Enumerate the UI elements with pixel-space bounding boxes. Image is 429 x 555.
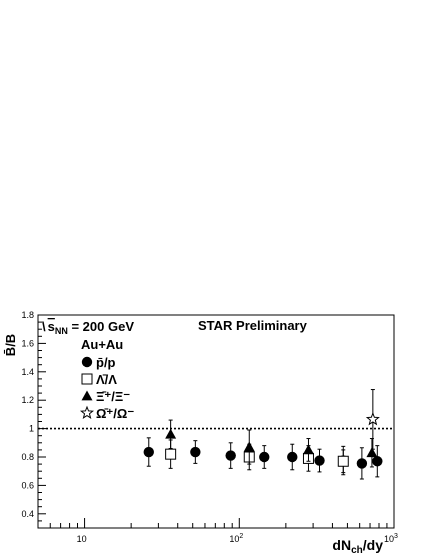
data-point-circle <box>372 456 383 467</box>
x-tick-label: 103 <box>384 533 398 544</box>
data-point-circle <box>287 451 298 463</box>
data-point-circle <box>259 451 270 463</box>
data-point-triangle <box>81 390 93 401</box>
x-axis-title: dNch/dy <box>332 537 383 555</box>
legend-label: Ω̄⁺/Ω⁻ <box>96 406 134 421</box>
data-point-square <box>165 448 177 460</box>
x-tick-label: 102 <box>229 533 243 544</box>
y-axis-title: B̄/B <box>3 334 18 356</box>
legend-label: Λ̄/Λ <box>96 372 117 387</box>
y-tick-label: 0.4 <box>21 509 34 519</box>
data-point-circle <box>143 446 154 458</box>
y-tick-label: 1.6 <box>21 338 34 348</box>
data-point-circle <box>81 356 93 368</box>
y-tick-label: 1.2 <box>21 395 34 405</box>
energy-annotation: \ sNN = 200 GeV <box>42 319 134 336</box>
x-axis: 10 102 103 <box>37 518 398 544</box>
data-point-star <box>365 411 380 426</box>
data-point-circle <box>225 450 236 461</box>
y-tick-label: 0.6 <box>21 480 34 490</box>
y-tick-label: 1.4 <box>21 367 34 377</box>
data-point-circle <box>356 458 368 469</box>
y-axis-title-text: B̄/B <box>3 334 18 356</box>
legend-label: Ξ̄⁺/Ξ⁻ <box>96 389 130 404</box>
legend: p̄/p Λ̄/Λ Ξ̄⁺/Ξ⁻ Ω̄⁺/Ω⁻ <box>79 355 134 421</box>
data-point-star <box>79 405 95 419</box>
y-tick-label: 1 <box>29 424 34 434</box>
legend-label: p̄/p <box>96 355 116 370</box>
data-point-triangle <box>165 428 177 439</box>
y-tick-label: 1.8 <box>21 310 34 320</box>
data-point-circle <box>314 455 325 466</box>
data-points <box>143 389 383 480</box>
data-point-triangle <box>366 447 378 458</box>
data-point-triangle <box>302 444 314 455</box>
data-point-square <box>337 455 349 467</box>
x-tick-label: 10 <box>77 534 87 544</box>
data-point-triangle <box>243 441 255 452</box>
data-point-square <box>81 373 93 385</box>
system-label: Au+Au <box>81 337 123 352</box>
y-tick-label: 0.8 <box>21 452 34 462</box>
data-point-circle <box>190 446 201 458</box>
y-axis: 0.4 0.6 0.8 1 1.2 1.4 1.6 1.8 <box>21 310 46 522</box>
status-label: STAR Preliminary <box>198 318 308 333</box>
energy-label: \ sNN = 200 GeV <box>42 319 134 336</box>
